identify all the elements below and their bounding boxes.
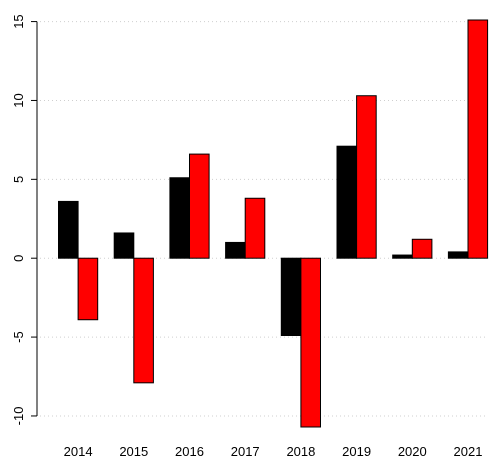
- bar-2018-series2: [300, 257, 321, 428]
- bar-2019-series1: [336, 145, 358, 259]
- x-tick-label: 2014: [64, 444, 93, 459]
- y-axis: -10 -5 0 5 10 15: [11, 14, 38, 426]
- x-tick-label: 2016: [175, 444, 204, 459]
- bar-2020-series2: [411, 238, 433, 259]
- y-tick-label: 15: [11, 14, 26, 28]
- bar-2018-series1: [280, 257, 302, 337]
- bar-2017-series2: [244, 197, 266, 259]
- bar-2020-series1: [392, 254, 413, 259]
- x-tick-label: 2020: [398, 444, 427, 459]
- y-tick-label: -5: [11, 331, 26, 343]
- bar-2021-series2: [467, 19, 489, 259]
- bar-2017-series1: [225, 241, 246, 259]
- bar-2015-series1: [113, 232, 135, 259]
- x-tick-label: 2019: [342, 444, 371, 459]
- x-tick-label: 2015: [119, 444, 148, 459]
- bar-2014-series2: [77, 257, 99, 321]
- bar-2015-series2: [133, 257, 154, 384]
- x-tick-label: 2017: [231, 444, 260, 459]
- bar-2021-series1: [447, 251, 469, 259]
- x-tick-label: 2018: [286, 444, 315, 459]
- bar-2019-series2: [356, 95, 377, 259]
- bar-2014-series1: [58, 200, 79, 259]
- y-tick-label: -10: [11, 407, 26, 426]
- y-tick-label: 0: [11, 255, 26, 262]
- bar-2016-series1: [169, 177, 190, 259]
- bar-2016-series2: [189, 153, 210, 259]
- x-tick-labels: 2014 2015 2016 2017 2018 2019 2020 2021: [64, 444, 483, 459]
- bars: [58, 19, 489, 428]
- y-tick-label: 5: [11, 176, 26, 183]
- y-tick-label: 10: [11, 93, 26, 107]
- x-tick-label: 2021: [454, 444, 483, 459]
